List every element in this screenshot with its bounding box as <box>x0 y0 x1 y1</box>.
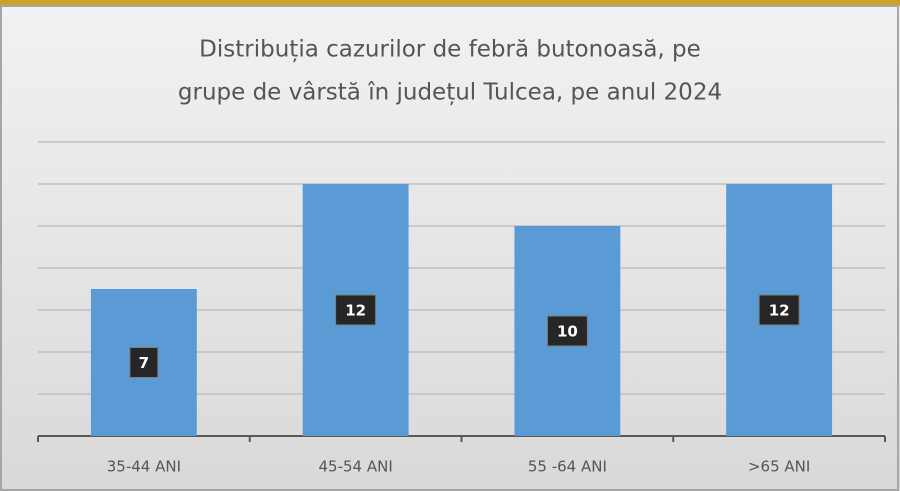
frame <box>0 5 899 491</box>
data-label: 10 <box>557 323 578 341</box>
data-label-box <box>335 294 377 326</box>
data-label: 12 <box>345 302 366 320</box>
data-label: 7 <box>139 354 149 372</box>
x-tick-label: 55 -64 ANI <box>528 458 607 476</box>
top-border <box>0 0 900 6</box>
x-tick-label: 45-54 ANI <box>318 458 392 476</box>
data-label-box <box>546 315 588 347</box>
data-label-box <box>129 347 159 378</box>
data-label: 12 <box>769 302 790 320</box>
chart-title: grupe de vârstă în județul Tulcea, pe an… <box>178 80 722 106</box>
x-tick-label: >65 ANI <box>748 458 810 476</box>
data-label-box <box>758 294 800 326</box>
chart-title: Distribuția cazurilor de febră butonoasă… <box>199 37 701 63</box>
x-tick-label: 35-44 ANI <box>107 458 181 476</box>
